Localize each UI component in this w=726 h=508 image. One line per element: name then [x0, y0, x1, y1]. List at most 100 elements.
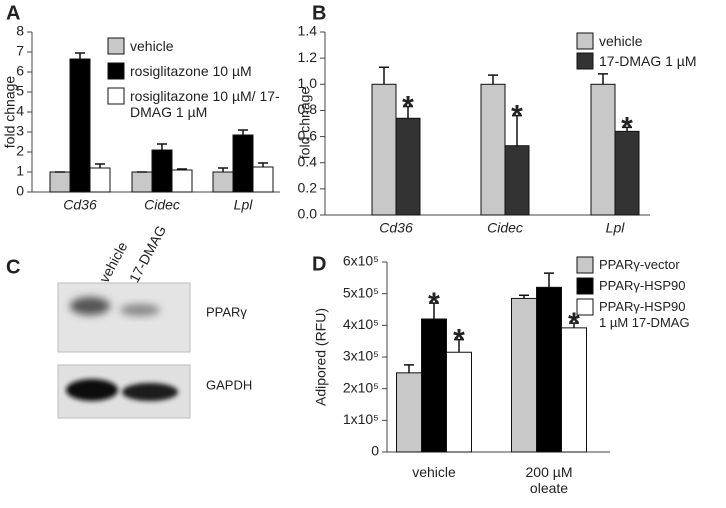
- bar: [446, 351, 472, 453]
- legend-swatch: [576, 256, 594, 274]
- panel-label: C: [6, 256, 20, 278]
- legend-label-box: vehicle: [130, 38, 174, 54]
- error-bar: [488, 74, 498, 85]
- y-tick-label: 2: [16, 143, 24, 159]
- bar: [252, 166, 274, 193]
- panel-label: D: [312, 253, 326, 275]
- legend-label-box: 17-DMAG 1 µM: [599, 53, 697, 69]
- y-tick-label: 6: [16, 63, 24, 79]
- bar: [504, 145, 530, 216]
- y-tick-label: 8: [16, 23, 24, 39]
- legend-swatch: [576, 32, 594, 50]
- error-bar: [512, 114, 522, 146]
- error-bar: [569, 322, 579, 328]
- legend-swatch: [107, 37, 125, 55]
- legend-label: rosiglitazone 10 µM/ 17-DMAG 1 µM: [130, 88, 280, 120]
- error-bar: [404, 364, 414, 373]
- legend-label-box: vehicle: [599, 33, 643, 49]
- y-tick-label: 1: [16, 163, 24, 179]
- bar: [511, 297, 537, 453]
- y-tick-label: 3: [16, 123, 24, 139]
- panel-label: A: [6, 2, 20, 24]
- y-axis-label: Adipored (RFU): [313, 308, 329, 406]
- legend-swatch: [576, 277, 594, 295]
- legend-label: rosiglitazone 10 µM: [130, 63, 252, 79]
- y-tick-label: 5x10⁵: [343, 284, 379, 300]
- legend-label-box: PPARγ-HSP90: [599, 278, 686, 293]
- error-bar: [95, 163, 105, 168]
- legend-swatch: [107, 87, 125, 105]
- y-tick-label: 0: [371, 443, 379, 459]
- bar: [421, 318, 447, 453]
- bar: [89, 167, 111, 193]
- y-tick-label: 4: [16, 103, 24, 119]
- error-bar: [238, 129, 248, 135]
- band-label: PPARγ: [206, 304, 247, 319]
- x-tick-label: vehicle: [412, 464, 456, 480]
- legend-label: 17-DMAG 1 µM: [599, 53, 697, 69]
- y-tick-label: 1.2: [298, 49, 318, 65]
- legend-swatch: [576, 298, 594, 316]
- x-tick-label: Lpl: [606, 220, 626, 236]
- panel-label: B: [312, 2, 326, 24]
- bar: [151, 149, 173, 193]
- bar: [590, 83, 616, 216]
- error-bar: [403, 105, 413, 119]
- y-tick-label: 1.4: [298, 23, 318, 39]
- bar: [49, 171, 71, 193]
- legend-swatch: [107, 62, 125, 80]
- legend-label: PPARγ-vector: [599, 257, 680, 272]
- x-tick-label: Cidec: [144, 197, 180, 213]
- bar: [371, 83, 397, 216]
- significance-marker: *: [428, 287, 440, 320]
- y-tick-label: 0: [16, 183, 24, 199]
- x-tick-label: Cd36: [63, 197, 97, 213]
- y-tick-label: 6x10⁵: [343, 253, 379, 269]
- blot-ppar: [57, 282, 191, 353]
- legend-label: PPARγ-HSP90: [599, 278, 686, 293]
- error-bar: [519, 294, 529, 299]
- legend-swatch: [576, 52, 594, 70]
- y-tick-label: 7: [16, 43, 24, 59]
- significance-marker: *: [621, 111, 633, 144]
- y-tick-label: 2x10⁵: [343, 379, 379, 395]
- y-tick-label: 0.6: [298, 127, 318, 143]
- legend-label-box: rosiglitazone 10 µM: [130, 63, 252, 79]
- bar: [614, 130, 640, 216]
- legend-label-box: PPARγ-vector: [599, 257, 680, 272]
- error-bar: [218, 167, 228, 172]
- error-bar: [75, 52, 85, 59]
- y-tick-label: 0.2: [298, 180, 318, 196]
- significance-marker: *: [453, 324, 465, 357]
- x-tick-label: Lpl: [234, 197, 254, 213]
- bar: [171, 169, 193, 193]
- error-bar: [258, 162, 268, 167]
- error-bar: [544, 272, 554, 288]
- error-bar: [454, 338, 464, 353]
- y-tick-label: 1.0: [298, 75, 318, 91]
- y-tick-label: 4x10⁵: [343, 316, 379, 332]
- significance-marker: *: [402, 91, 414, 124]
- bar: [561, 327, 587, 453]
- error-bar: [429, 302, 439, 319]
- error-bar: [598, 73, 608, 85]
- x-tick-label: Cd36: [379, 220, 413, 236]
- significance-marker: *: [511, 100, 523, 133]
- bar: [212, 171, 234, 193]
- legend-label-box: PPARγ-HSP90 1 µM 17-DMAG: [599, 299, 690, 330]
- error-bar: [177, 168, 187, 170]
- x-tick-label: 200 µM oleate: [525, 464, 573, 496]
- bar: [536, 286, 562, 453]
- y-axis-label: fold chnage: [297, 87, 313, 160]
- x-tick-label-box: vehicle: [412, 464, 456, 480]
- bar: [69, 58, 91, 193]
- bar: [395, 117, 421, 216]
- error-bar: [379, 66, 389, 85]
- band-label: GAPDH: [206, 377, 252, 392]
- error-bar: [157, 143, 167, 150]
- lane-label: 17-DMAG: [126, 223, 169, 285]
- y-tick-label: 1x10⁵: [343, 411, 379, 427]
- bar: [232, 134, 254, 193]
- x-tick-label-box: 200 µM oleate: [525, 464, 573, 496]
